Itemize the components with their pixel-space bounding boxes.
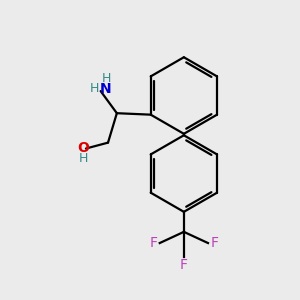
Text: F: F xyxy=(149,236,157,250)
Text: H: H xyxy=(79,152,88,165)
Text: N: N xyxy=(100,82,112,96)
Text: F: F xyxy=(211,236,218,250)
Text: H: H xyxy=(101,72,111,85)
Text: F: F xyxy=(180,258,188,272)
Text: O: O xyxy=(78,141,89,155)
Text: H: H xyxy=(89,82,99,95)
